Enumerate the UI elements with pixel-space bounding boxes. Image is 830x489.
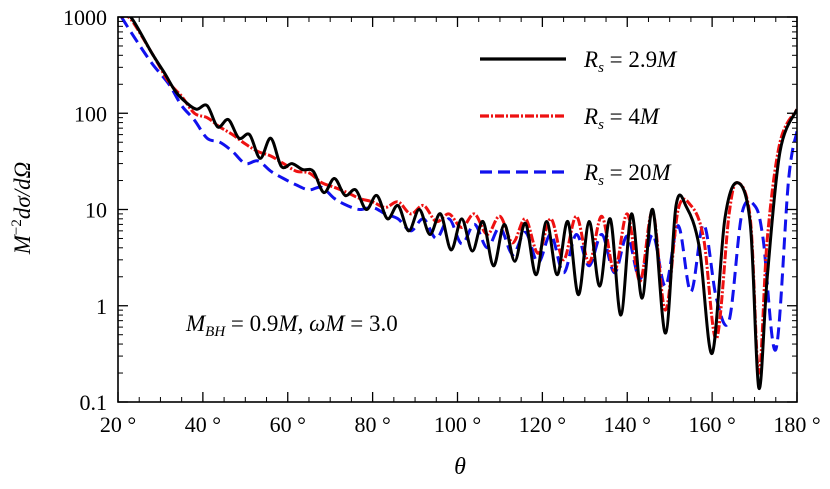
legend-entry-3: Rs = 20M	[480, 160, 672, 189]
series-line-1	[121, 17, 797, 390]
legend-label-3: Rs = 20M	[583, 160, 672, 189]
x-tick-label: 80 °	[354, 412, 390, 437]
legend-label-2: Rs = 4M	[583, 104, 661, 133]
x-axis-label: θ	[454, 454, 466, 480]
y-tick-label: 0.1	[80, 390, 108, 415]
x-tick-label: 180 °	[773, 412, 820, 437]
x-tick-label: 60 °	[270, 412, 306, 437]
x-tick-label: 100 °	[434, 412, 481, 437]
legend: Rs = 2.9M Rs = 4M Rs = 20M	[480, 47, 678, 189]
x-tick-label: 40 °	[185, 412, 221, 437]
y-axis-label: M−2dσ/dΩ	[9, 162, 35, 256]
y-axis-ticks: 0.1 1 10 100 1000	[63, 5, 797, 415]
legend-entry-1: Rs = 2.9M	[480, 47, 678, 76]
x-tick-label: 20 °	[100, 412, 136, 437]
series-line-2	[121, 17, 797, 375]
y-label-rest: dσ/dΩ	[10, 162, 35, 219]
x-tick-label: 140 °	[604, 412, 651, 437]
x-axis-ticks: 20 ° 40 ° 60 ° 80 ° 100 ° 120 ° 140 ° 160 ° 180 …	[100, 17, 821, 437]
x-tick-label: 120 °	[519, 412, 566, 437]
legend-entry-2: Rs = 4M	[480, 104, 661, 133]
series-line-3	[120, 17, 797, 352]
y-label-m: M	[10, 233, 35, 255]
y-tick-label: 1	[96, 294, 107, 319]
series-curves	[120, 17, 797, 390]
y-label-exp: −2	[9, 219, 25, 235]
y-tick-label: 100	[74, 101, 107, 126]
legend-label-1: Rs = 2.9M	[583, 47, 678, 76]
y-tick-label: 1000	[63, 5, 107, 30]
x-tick-label: 160 °	[688, 412, 735, 437]
y-tick-label: 10	[85, 198, 107, 223]
parameter-annotation: MBH = 0.9M, ωM = 3.0	[185, 311, 398, 340]
